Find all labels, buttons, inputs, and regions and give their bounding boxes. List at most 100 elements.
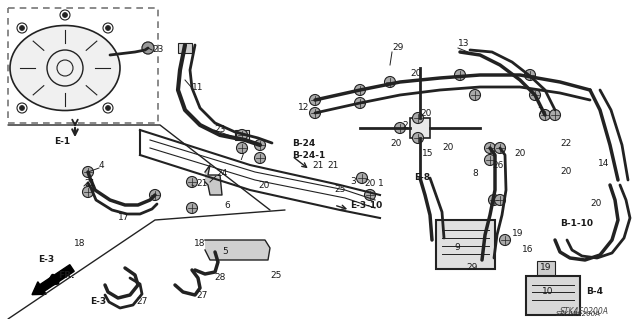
Circle shape: [255, 152, 266, 164]
Text: 24: 24: [216, 169, 227, 179]
Circle shape: [365, 189, 376, 201]
Text: 20: 20: [514, 150, 525, 159]
Text: 20: 20: [390, 139, 401, 149]
Circle shape: [499, 234, 511, 246]
Text: 19: 19: [512, 229, 524, 239]
Text: STK4E0200A: STK4E0200A: [556, 311, 601, 317]
Text: 18: 18: [74, 240, 86, 249]
Text: 4: 4: [99, 161, 104, 170]
Circle shape: [413, 113, 424, 123]
Text: 7: 7: [238, 153, 244, 162]
Circle shape: [63, 12, 67, 18]
Circle shape: [529, 90, 541, 100]
Text: B-1-10: B-1-10: [560, 219, 593, 228]
Text: B-24: B-24: [292, 139, 316, 149]
Circle shape: [484, 154, 495, 166]
Circle shape: [394, 122, 406, 133]
Circle shape: [540, 109, 550, 121]
Circle shape: [83, 167, 93, 177]
Text: 10: 10: [542, 286, 554, 295]
Circle shape: [495, 195, 506, 205]
Ellipse shape: [10, 26, 120, 110]
Text: 19: 19: [540, 263, 552, 272]
FancyArrow shape: [32, 265, 74, 295]
Text: 16: 16: [522, 246, 534, 255]
Circle shape: [255, 139, 266, 151]
Text: 21: 21: [84, 180, 95, 189]
Text: 18: 18: [194, 240, 205, 249]
Text: 15: 15: [422, 150, 433, 159]
Circle shape: [106, 26, 111, 31]
Text: 21: 21: [312, 161, 323, 170]
Text: 28: 28: [214, 273, 225, 283]
Text: 21: 21: [196, 180, 207, 189]
Text: 27: 27: [136, 298, 147, 307]
Text: E-3: E-3: [90, 298, 106, 307]
Circle shape: [237, 143, 248, 153]
Text: FR.: FR.: [58, 271, 74, 280]
Circle shape: [355, 98, 365, 108]
Text: B-4: B-4: [586, 286, 603, 295]
Circle shape: [150, 189, 161, 201]
Circle shape: [186, 176, 198, 188]
Circle shape: [19, 26, 24, 31]
Text: 21: 21: [327, 161, 339, 170]
Circle shape: [310, 94, 321, 106]
Circle shape: [488, 195, 499, 205]
Circle shape: [484, 143, 495, 153]
Text: 22: 22: [560, 139, 572, 149]
Text: 20: 20: [364, 180, 376, 189]
Text: STK4E0200A: STK4E0200A: [560, 308, 609, 316]
Text: 9: 9: [454, 243, 460, 253]
Circle shape: [142, 42, 154, 54]
Bar: [178, 43, 192, 53]
FancyBboxPatch shape: [526, 276, 580, 315]
Text: 20: 20: [442, 144, 453, 152]
Text: 13: 13: [458, 40, 470, 48]
Circle shape: [310, 108, 321, 118]
Circle shape: [356, 173, 367, 183]
Text: 23: 23: [152, 46, 163, 55]
FancyBboxPatch shape: [436, 220, 495, 269]
Circle shape: [495, 143, 506, 153]
Text: 14: 14: [598, 160, 609, 168]
Circle shape: [470, 90, 481, 100]
Circle shape: [19, 106, 24, 110]
Bar: [410, 118, 430, 138]
Circle shape: [413, 132, 424, 144]
Text: 7: 7: [537, 107, 543, 115]
Text: 26: 26: [492, 161, 504, 170]
Text: 27: 27: [196, 292, 207, 300]
Circle shape: [106, 106, 111, 110]
Circle shape: [186, 203, 198, 213]
Text: 6: 6: [224, 202, 230, 211]
Text: 2: 2: [402, 122, 408, 130]
Polygon shape: [205, 165, 222, 195]
Text: 1: 1: [378, 180, 384, 189]
Text: 11: 11: [192, 84, 204, 93]
Text: 20: 20: [560, 167, 572, 175]
Circle shape: [385, 77, 396, 87]
Text: E-8: E-8: [414, 174, 430, 182]
Text: 23: 23: [214, 125, 225, 135]
Text: 29: 29: [466, 263, 477, 272]
FancyBboxPatch shape: [537, 261, 555, 275]
Polygon shape: [205, 240, 270, 260]
Circle shape: [550, 109, 561, 121]
Text: 25: 25: [270, 271, 282, 280]
Text: 20: 20: [420, 109, 431, 118]
Text: 5: 5: [222, 248, 228, 256]
Circle shape: [454, 70, 465, 80]
Text: B-24-1: B-24-1: [292, 152, 325, 160]
Circle shape: [525, 70, 536, 80]
Text: 8: 8: [472, 169, 477, 179]
Circle shape: [237, 130, 248, 140]
Text: 20: 20: [258, 182, 269, 190]
Text: 20: 20: [590, 199, 602, 209]
Text: E-3: E-3: [38, 256, 54, 264]
Text: 3: 3: [350, 176, 356, 186]
Text: 17: 17: [118, 213, 129, 222]
Text: 29: 29: [392, 43, 403, 53]
Text: 12: 12: [298, 103, 309, 113]
Bar: [235, 130, 249, 140]
